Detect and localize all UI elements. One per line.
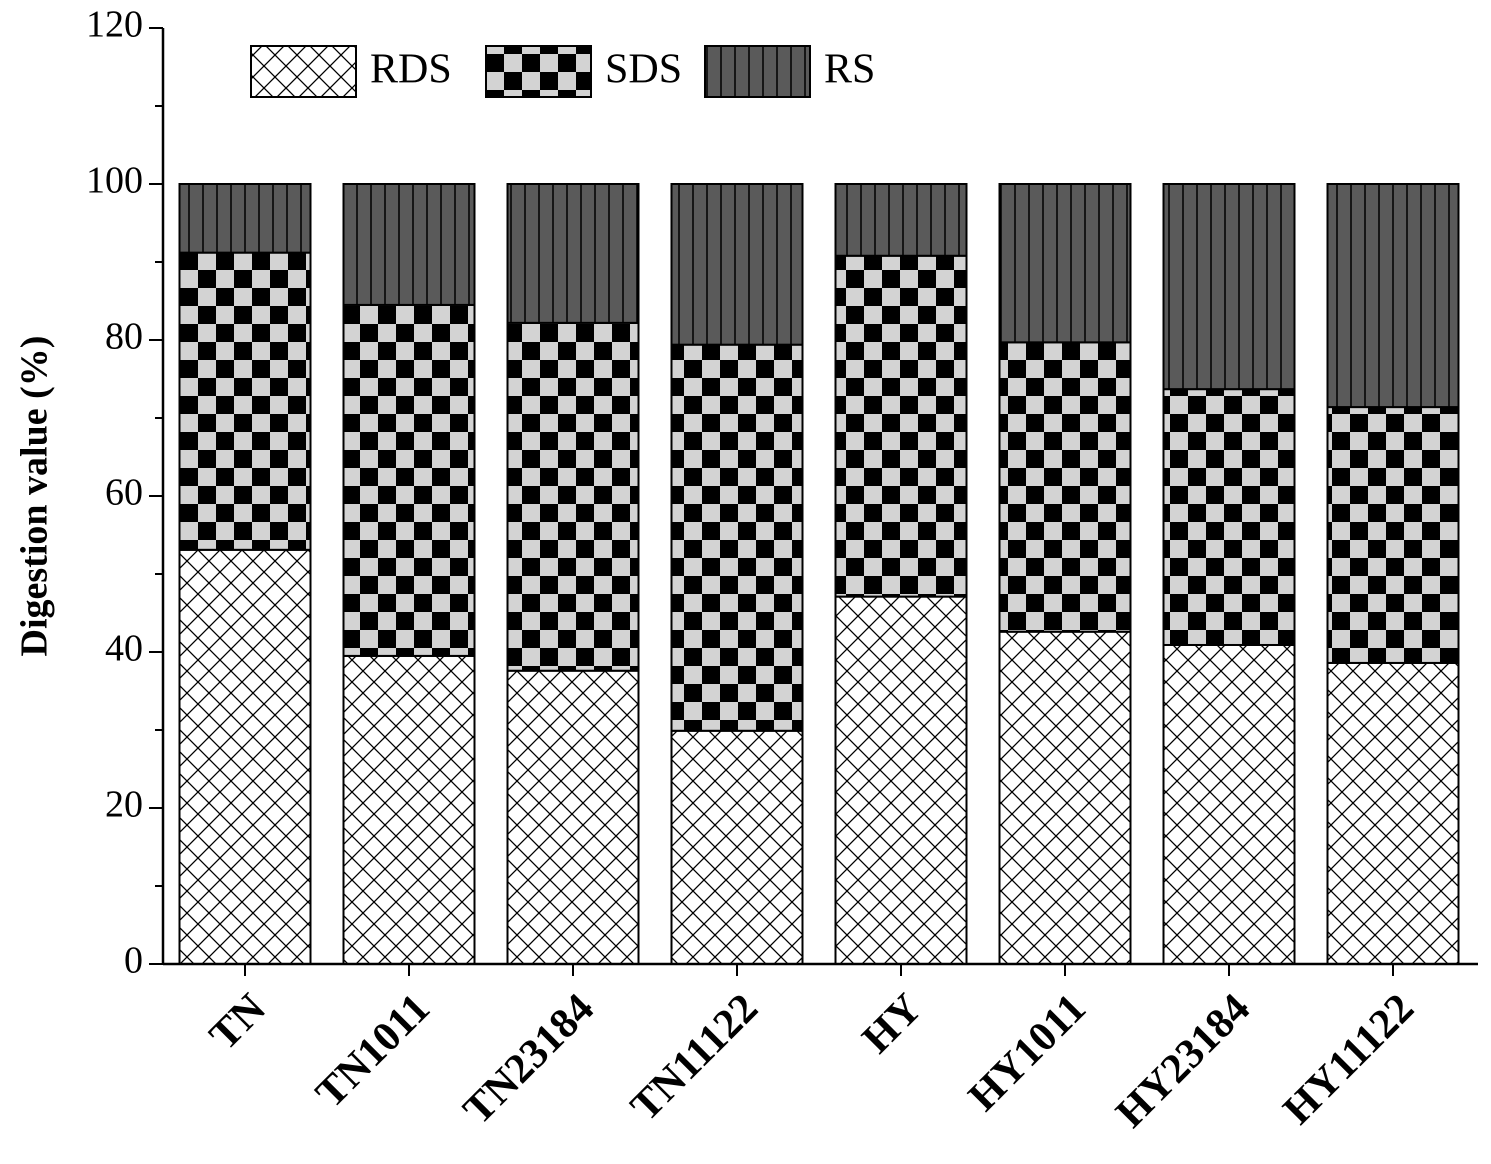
- bar-segment: [998, 183, 1132, 344]
- y-tick-label: 40: [105, 628, 143, 670]
- y-tick-label: 20: [105, 784, 143, 826]
- legend-swatch: [704, 45, 811, 98]
- bar-segment: [1326, 406, 1460, 664]
- bar-segment: [670, 343, 804, 732]
- legend-swatch: [250, 45, 357, 98]
- y-axis-title: Digestion value (%): [14, 336, 56, 657]
- bar-segment: [834, 183, 968, 257]
- x-tick-label: HY11122: [1275, 985, 1423, 1133]
- bar-segment: [178, 548, 312, 965]
- x-tick-label: TN23184: [455, 985, 603, 1133]
- legend-label: RDS: [370, 47, 452, 93]
- bar-segment: [506, 321, 640, 672]
- bar-segment: [342, 654, 476, 966]
- bar-segment: [998, 341, 1132, 633]
- bar-segment: [1326, 183, 1460, 409]
- y-tick-label: 120: [86, 4, 143, 46]
- bar-segment: [506, 669, 640, 965]
- bar-segment: [670, 183, 804, 346]
- bar-segment: [178, 183, 312, 254]
- x-tick-label: TN: [201, 985, 275, 1059]
- bar-segment: [1162, 183, 1296, 391]
- x-tick-label: HY23184: [1108, 985, 1259, 1136]
- bar-segment: [834, 595, 968, 965]
- bar-segment: [342, 303, 476, 657]
- bar-segment: [998, 630, 1132, 965]
- legend-label: RS: [824, 47, 875, 93]
- bar-segment: [670, 729, 804, 966]
- y-tick-label: 60: [105, 472, 143, 514]
- y-tick-label: 0: [124, 940, 143, 982]
- bar-segment: [506, 183, 640, 324]
- bar-segment: [342, 183, 476, 306]
- x-tick-label: TN11122: [622, 985, 767, 1130]
- y-tick-label: 100: [86, 160, 143, 202]
- bar-segment: [1162, 388, 1296, 646]
- bar-segment: [1326, 661, 1460, 965]
- bar-segment: [1162, 643, 1296, 965]
- bar-segment: [834, 254, 968, 598]
- x-tick-label: HY1011: [960, 985, 1095, 1120]
- x-tick-label: HY: [854, 985, 931, 1062]
- bar-segment: [178, 251, 312, 551]
- legend-swatch: [485, 45, 592, 98]
- x-tick-label: TN1011: [307, 985, 439, 1117]
- legend-label: SDS: [605, 47, 682, 93]
- y-tick-label: 80: [105, 316, 143, 358]
